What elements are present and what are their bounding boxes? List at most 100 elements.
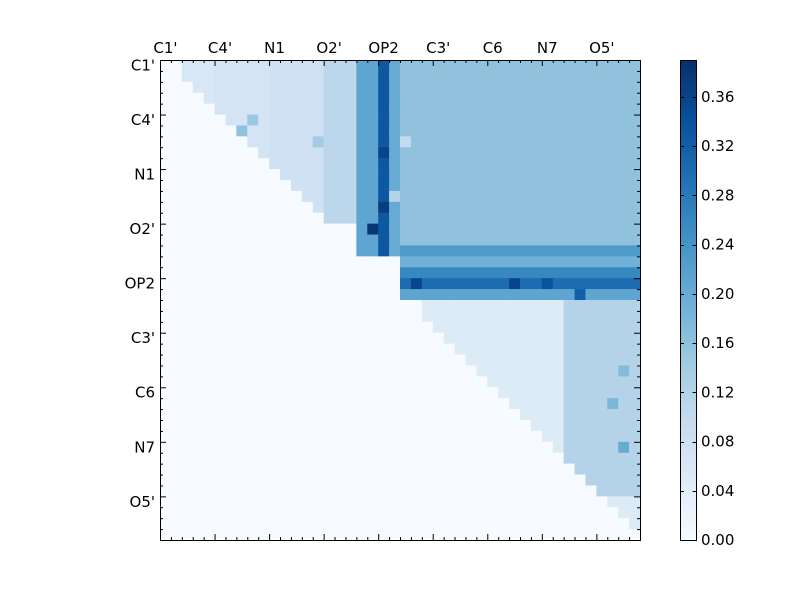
heatmap-cell (487, 300, 499, 312)
heatmap-cell (269, 212, 281, 224)
heatmap-cell (563, 125, 575, 137)
heatmap-cell (541, 256, 554, 268)
heatmap-cell (312, 234, 324, 246)
heatmap-cell (454, 169, 466, 181)
heatmap-cell (618, 387, 630, 399)
heatmap-cell (258, 441, 270, 454)
heatmap-cell (280, 529, 292, 541)
heatmap-cell (247, 169, 259, 181)
heatmap-cell (530, 289, 543, 301)
heatmap-cell (454, 289, 466, 301)
heatmap-cell (367, 60, 379, 72)
heatmap-cell (280, 103, 292, 115)
heatmap-cell (290, 398, 303, 410)
heatmap-cell (192, 463, 204, 475)
heatmap-cell (258, 278, 270, 290)
heatmap-cell (432, 441, 444, 454)
heatmap-cell (585, 474, 597, 486)
heatmap-cell (323, 365, 335, 377)
heatmap-cell (607, 485, 619, 497)
heatmap-cell (290, 223, 303, 235)
heatmap-cell (214, 147, 226, 159)
heatmap-cell (280, 343, 292, 355)
heatmap-cell (181, 452, 194, 464)
heatmap-cell (280, 289, 292, 301)
heatmap-cell (400, 430, 412, 443)
heatmap-cell (214, 398, 226, 410)
heatmap-cell (607, 332, 619, 344)
heatmap-cell (585, 212, 597, 224)
heatmap-cell (236, 92, 248, 104)
heatmap-cell (236, 398, 248, 410)
heatmap-cell (214, 234, 226, 246)
heatmap-cell (400, 114, 412, 126)
heatmap-cell (236, 256, 248, 268)
heatmap-cell (629, 158, 641, 170)
heatmap-cell (410, 463, 423, 475)
heatmap-cell (192, 245, 204, 257)
heatmap-cell (345, 81, 357, 94)
heatmap-cell (258, 223, 270, 235)
heatmap-cell (378, 343, 390, 355)
heatmap-cell (563, 398, 575, 410)
heatmap-cell (225, 463, 237, 475)
heatmap-cell (269, 441, 281, 454)
heatmap-cell (247, 507, 259, 519)
heatmap-cell (465, 234, 477, 246)
heatmap-cell (181, 60, 194, 72)
heatmap-cell (530, 485, 543, 497)
heatmap-cell (280, 60, 292, 72)
heatmap-cell (225, 147, 237, 159)
heatmap-cell (247, 398, 259, 410)
heatmap-cell (378, 463, 390, 475)
heatmap-cell (170, 278, 183, 290)
heatmap-cell (345, 321, 357, 334)
heatmap-cell (454, 332, 466, 344)
colorbar-tick-label: 0.32 (701, 137, 734, 155)
heatmap-cell (520, 387, 532, 399)
heatmap-cell (214, 452, 226, 464)
heatmap-cell (160, 496, 172, 508)
heatmap-cell (629, 496, 641, 508)
heatmap-cell (367, 70, 379, 83)
heatmap-cell (367, 518, 379, 530)
heatmap-cell (280, 496, 292, 508)
heatmap-cell (498, 300, 510, 312)
heatmap-cell (312, 420, 324, 432)
heatmap-cell (563, 441, 575, 454)
heatmap-cell (301, 420, 314, 432)
heatmap-cell (367, 289, 379, 301)
heatmap-cell (487, 420, 499, 432)
heatmap-cell (247, 212, 259, 224)
heatmap-cell (345, 452, 357, 464)
heatmap-cell (203, 300, 215, 312)
heatmap-cell (225, 420, 237, 432)
heatmap-cell (170, 289, 183, 301)
heatmap-cell (323, 518, 335, 530)
heatmap-cell (520, 430, 532, 443)
heatmap-cell (585, 529, 597, 541)
heatmap-cell (454, 267, 466, 279)
heatmap-cell (160, 409, 172, 421)
heatmap-cell (367, 409, 379, 421)
heatmap-cell (323, 474, 335, 486)
heatmap-cell (541, 430, 554, 443)
heatmap-cell (378, 420, 390, 432)
heatmap-cell (476, 136, 488, 148)
heatmap-cell (574, 496, 586, 508)
heatmap-cell (247, 496, 259, 508)
heatmap-cell (170, 332, 183, 344)
heatmap-cell (400, 507, 412, 519)
heatmap-cell (258, 354, 270, 366)
heatmap-cell (629, 430, 641, 443)
heatmap-cell (170, 409, 183, 421)
heatmap-cell (563, 376, 575, 388)
heatmap-cell (443, 180, 455, 192)
heatmap-cell (454, 529, 466, 541)
heatmap-cell (225, 518, 237, 530)
heatmap-cell (356, 70, 368, 83)
heatmap-cell (334, 278, 346, 290)
heatmap-cell (596, 387, 608, 399)
heatmap-cell (443, 354, 455, 366)
